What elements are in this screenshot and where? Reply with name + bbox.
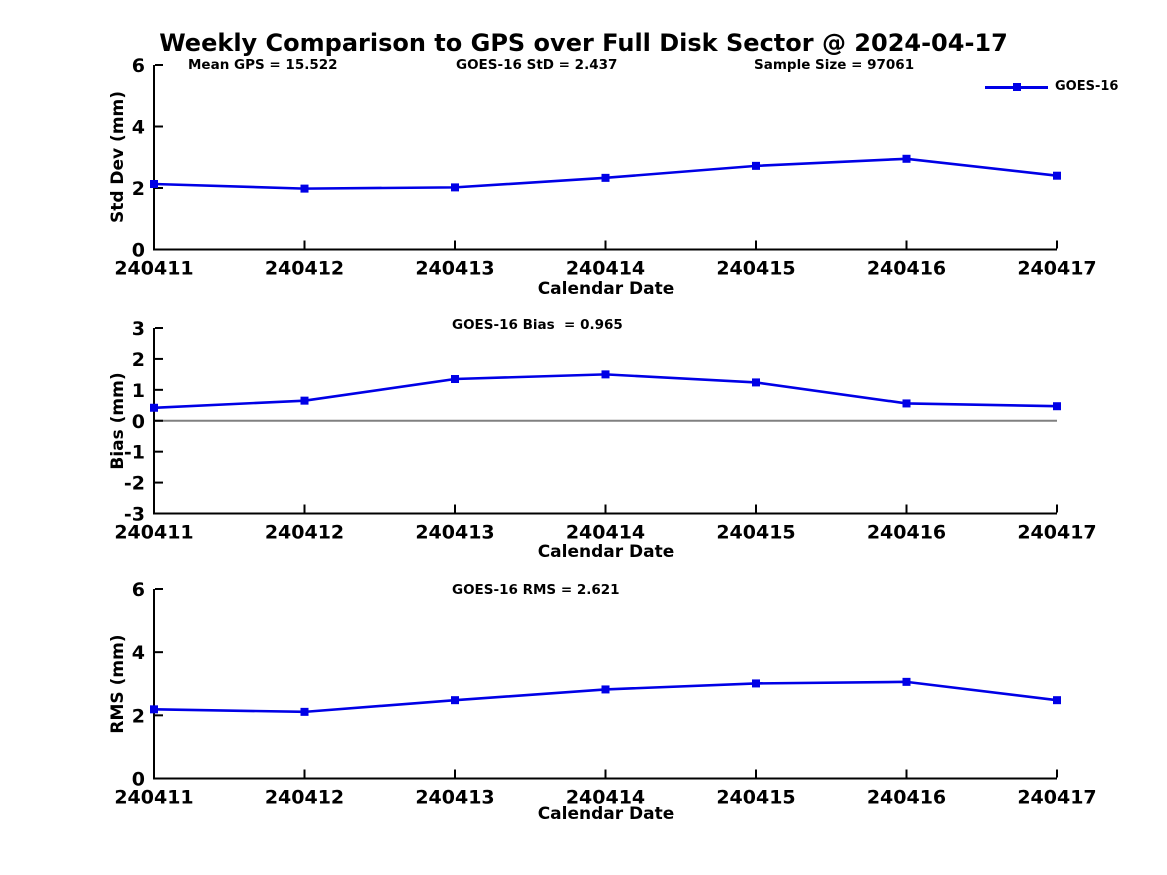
- data-point-marker: [1053, 696, 1061, 705]
- data-point-marker: [752, 378, 760, 387]
- data-point-marker: [902, 154, 911, 163]
- x-axis-label-1: Calendar Date: [537, 279, 675, 299]
- figure-title: Weekly Comparison to GPS over Full Disk …: [159, 29, 1008, 57]
- x-tick-label: 240417: [1017, 258, 1096, 280]
- x-tick-label: 240414: [566, 258, 645, 280]
- legend-label: GOES-16: [1055, 79, 1119, 94]
- y-tick-label: 4: [132, 117, 145, 139]
- y-axis-label-rms: RMS (mm): [108, 634, 128, 734]
- data-point-marker: [752, 679, 760, 688]
- data-point-marker: [451, 696, 459, 705]
- y-tick-label: 6: [132, 55, 145, 77]
- data-point-marker: [451, 375, 459, 384]
- data-point-marker: [752, 161, 760, 170]
- x-tick-label: 240415: [716, 258, 795, 280]
- x-tick-label: 240413: [415, 522, 494, 544]
- data-point-marker: [150, 403, 158, 412]
- data-point-marker: [300, 184, 309, 193]
- y-tick-label: 2: [132, 178, 145, 200]
- x-tick-label: 240416: [867, 522, 946, 544]
- axis-frame: [153, 589, 1057, 780]
- data-point-marker: [601, 370, 610, 379]
- y-tick-label: 4: [132, 642, 145, 664]
- subplot-3: 0 2 4 6 240411 240412 240413 240414 240415 240416…: [114, 579, 1096, 809]
- x-tick-label: 240414: [566, 787, 645, 809]
- y-tick-label: 0: [132, 769, 145, 791]
- x-tick-label: 240413: [415, 258, 494, 280]
- data-point-marker: [300, 707, 309, 716]
- x-tick-label: 240413: [415, 787, 494, 809]
- x-tick-label: 240417: [1017, 787, 1096, 809]
- data-point-marker: [902, 677, 911, 686]
- x-axis-label-3: Calendar Date: [537, 804, 675, 824]
- axis-frame: [153, 65, 1057, 251]
- y-tick-label: 2: [132, 705, 145, 727]
- stat-goes16-std: GOES-16 StD = 2.437: [456, 57, 618, 73]
- data-point-marker: [902, 399, 911, 408]
- x-tick-label: 240415: [716, 787, 795, 809]
- y-tick-label: 0: [132, 240, 145, 262]
- y-axis-label-stddev: Std Dev (mm): [108, 90, 128, 224]
- x-tick-label: 240411: [114, 522, 193, 544]
- y-tick-label: -1: [124, 442, 145, 464]
- x-tick-label: 240416: [867, 787, 946, 809]
- stat-mean-gps: Mean GPS = 15.522: [188, 57, 338, 73]
- x-tick-label: 240412: [265, 522, 344, 544]
- stat-sample-size: Sample Size = 97061: [754, 57, 915, 73]
- y-tick-label: -2: [124, 473, 145, 495]
- annotation-bias: GOES-16 Bias = 0.965: [452, 317, 623, 333]
- data-point-marker: [1053, 402, 1061, 411]
- x-axis-label-2: Calendar Date: [537, 542, 675, 562]
- y-tick-label: 6: [132, 579, 145, 601]
- data-line-goes-16: [153, 373, 1058, 410]
- y-tick-label: 0: [132, 411, 145, 433]
- axis-frame: [153, 328, 1057, 515]
- annotation-rms: GOES-16 RMS = 2.621: [452, 582, 620, 598]
- x-tick-label: 240411: [114, 258, 193, 280]
- y-axis-label-bias: Bias (mm): [108, 372, 128, 470]
- legend-square-marker-icon: [1012, 83, 1021, 91]
- data-point-marker: [601, 173, 610, 182]
- data-point-marker: [1053, 171, 1061, 180]
- data-point-marker: [150, 705, 158, 714]
- data-point-marker: [451, 183, 459, 192]
- x-tick-label: 240417: [1017, 522, 1096, 544]
- legend: GOES-16: [985, 80, 1118, 94]
- data-line-goes-16: [153, 157, 1058, 190]
- y-tick-label: 2: [132, 349, 145, 371]
- y-tick-label: 1: [132, 380, 145, 402]
- legend-line-sample: [985, 83, 1048, 91]
- x-tick-label: 240416: [867, 258, 946, 280]
- subplot-1: 0 2 4 6 240411 240412 240413 240414 240415 240416…: [114, 55, 1096, 280]
- data-point-marker: [150, 180, 158, 189]
- x-tick-label: 240415: [716, 522, 795, 544]
- subplot-2: -3 -2 -1 0 1 2 3 240411 240412 240413 240414 240415…: [114, 318, 1096, 544]
- x-tick-label: 240411: [114, 787, 193, 809]
- x-tick-label: 240412: [265, 258, 344, 280]
- y-tick-label: 3: [132, 318, 145, 340]
- y-tick-label: -3: [124, 504, 145, 526]
- data-point-marker: [601, 685, 610, 694]
- x-tick-label: 240414: [566, 522, 645, 544]
- x-tick-label: 240412: [265, 787, 344, 809]
- data-point-marker: [300, 396, 309, 405]
